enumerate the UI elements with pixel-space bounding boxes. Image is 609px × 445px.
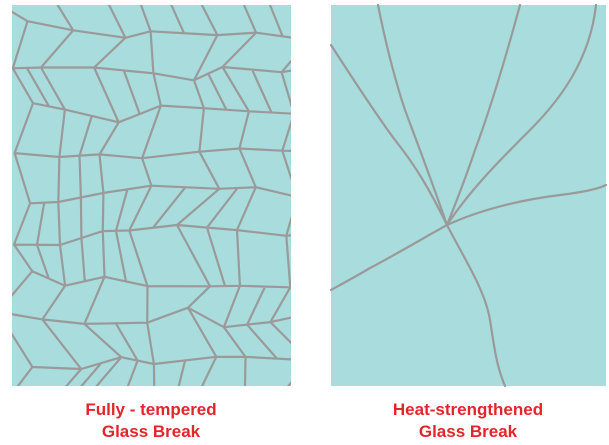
glass-break-diagram: Fully - tempered Glass Break Heat-streng… [0, 0, 609, 445]
caption: Fully - tempered [85, 400, 216, 419]
caption: Glass Break [102, 422, 201, 441]
tempered-glass-panel [12, 5, 291, 386]
caption: Glass Break [419, 422, 518, 441]
caption: Heat-strengthened [393, 400, 543, 419]
